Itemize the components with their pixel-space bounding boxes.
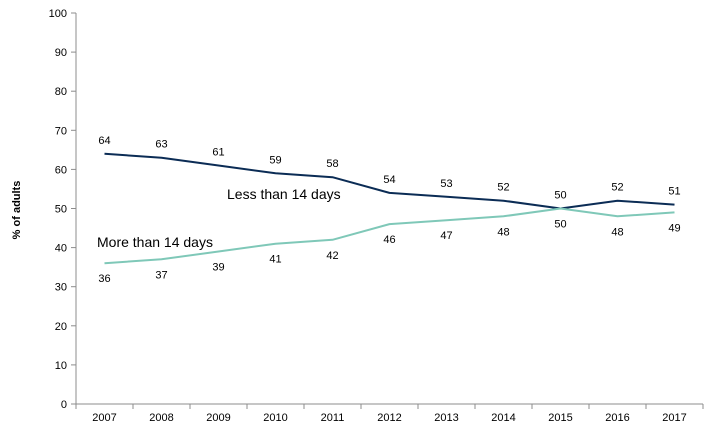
x-tick-label: 2014 bbox=[491, 412, 515, 424]
y-tick-label: 80 bbox=[55, 86, 67, 98]
data-label: 53 bbox=[440, 178, 452, 190]
y-tick-label: 70 bbox=[55, 125, 67, 137]
y-tick-label: 30 bbox=[55, 282, 67, 294]
data-label: 48 bbox=[497, 226, 509, 238]
data-label: 58 bbox=[326, 158, 338, 170]
data-label: 52 bbox=[611, 182, 623, 194]
data-label: 51 bbox=[668, 186, 680, 198]
y-axis-label: % of adults bbox=[11, 181, 23, 240]
y-tick-label: 0 bbox=[61, 399, 67, 411]
x-axis-ticks: 2007 2008 2009 2010 2011 2012 2013 2014 2015 2016… bbox=[75, 404, 704, 424]
series-label-less-than-14-days: Less than 14 days bbox=[227, 186, 341, 202]
y-axis-ticks: 0 10 20 30 40 50 60 70 80 90 100 bbox=[49, 8, 76, 411]
x-tick-label: 2015 bbox=[548, 412, 572, 424]
y-tick-label: 90 bbox=[55, 47, 67, 59]
data-label: 49 bbox=[668, 222, 680, 234]
data-label: 37 bbox=[155, 269, 167, 281]
series-label-more-than-14-days: More than 14 days bbox=[97, 234, 213, 250]
data-label: 54 bbox=[383, 174, 395, 186]
y-tick-label: 10 bbox=[55, 360, 67, 372]
x-tick-label: 2017 bbox=[662, 412, 686, 424]
x-tick-label: 2016 bbox=[605, 412, 629, 424]
series-line-less-than-14-days bbox=[104, 152, 675, 210]
x-tick-label: 2008 bbox=[149, 412, 173, 424]
data-label: 64 bbox=[98, 135, 110, 147]
data-label: 39 bbox=[212, 262, 224, 274]
series-line-more-than-14-days bbox=[104, 207, 675, 265]
y-tick-label: 20 bbox=[55, 321, 67, 333]
data-label: 59 bbox=[269, 154, 281, 166]
data-label: 47 bbox=[440, 230, 452, 242]
data-label: 46 bbox=[383, 234, 395, 246]
data-label: 61 bbox=[212, 146, 224, 158]
y-tick-label: 40 bbox=[55, 243, 67, 255]
x-tick-label: 2013 bbox=[434, 412, 458, 424]
data-label: 48 bbox=[611, 226, 623, 238]
data-label: 52 bbox=[497, 182, 509, 194]
data-label: 36 bbox=[98, 273, 110, 285]
y-tick-label: 50 bbox=[55, 204, 67, 216]
data-label: 41 bbox=[269, 254, 281, 266]
data-label: 42 bbox=[326, 250, 338, 262]
y-tick-label: 60 bbox=[55, 164, 67, 176]
data-label: 50 bbox=[554, 219, 566, 231]
data-label: 50 bbox=[554, 190, 566, 202]
x-tick-label: 2007 bbox=[92, 412, 116, 424]
x-tick-label: 2012 bbox=[377, 412, 401, 424]
x-tick-label: 2010 bbox=[263, 412, 287, 424]
series-group bbox=[104, 152, 675, 265]
x-tick-label: 2009 bbox=[206, 412, 230, 424]
x-tick-label: 2011 bbox=[321, 412, 345, 424]
axes bbox=[75, 13, 703, 405]
data-label: 63 bbox=[155, 139, 167, 151]
data-labels: 64 63 61 59 58 54 53 52 50 52 51 36 37 39 41 42 46 47 48 50… bbox=[98, 135, 680, 285]
y-tick-label: 100 bbox=[49, 8, 67, 20]
